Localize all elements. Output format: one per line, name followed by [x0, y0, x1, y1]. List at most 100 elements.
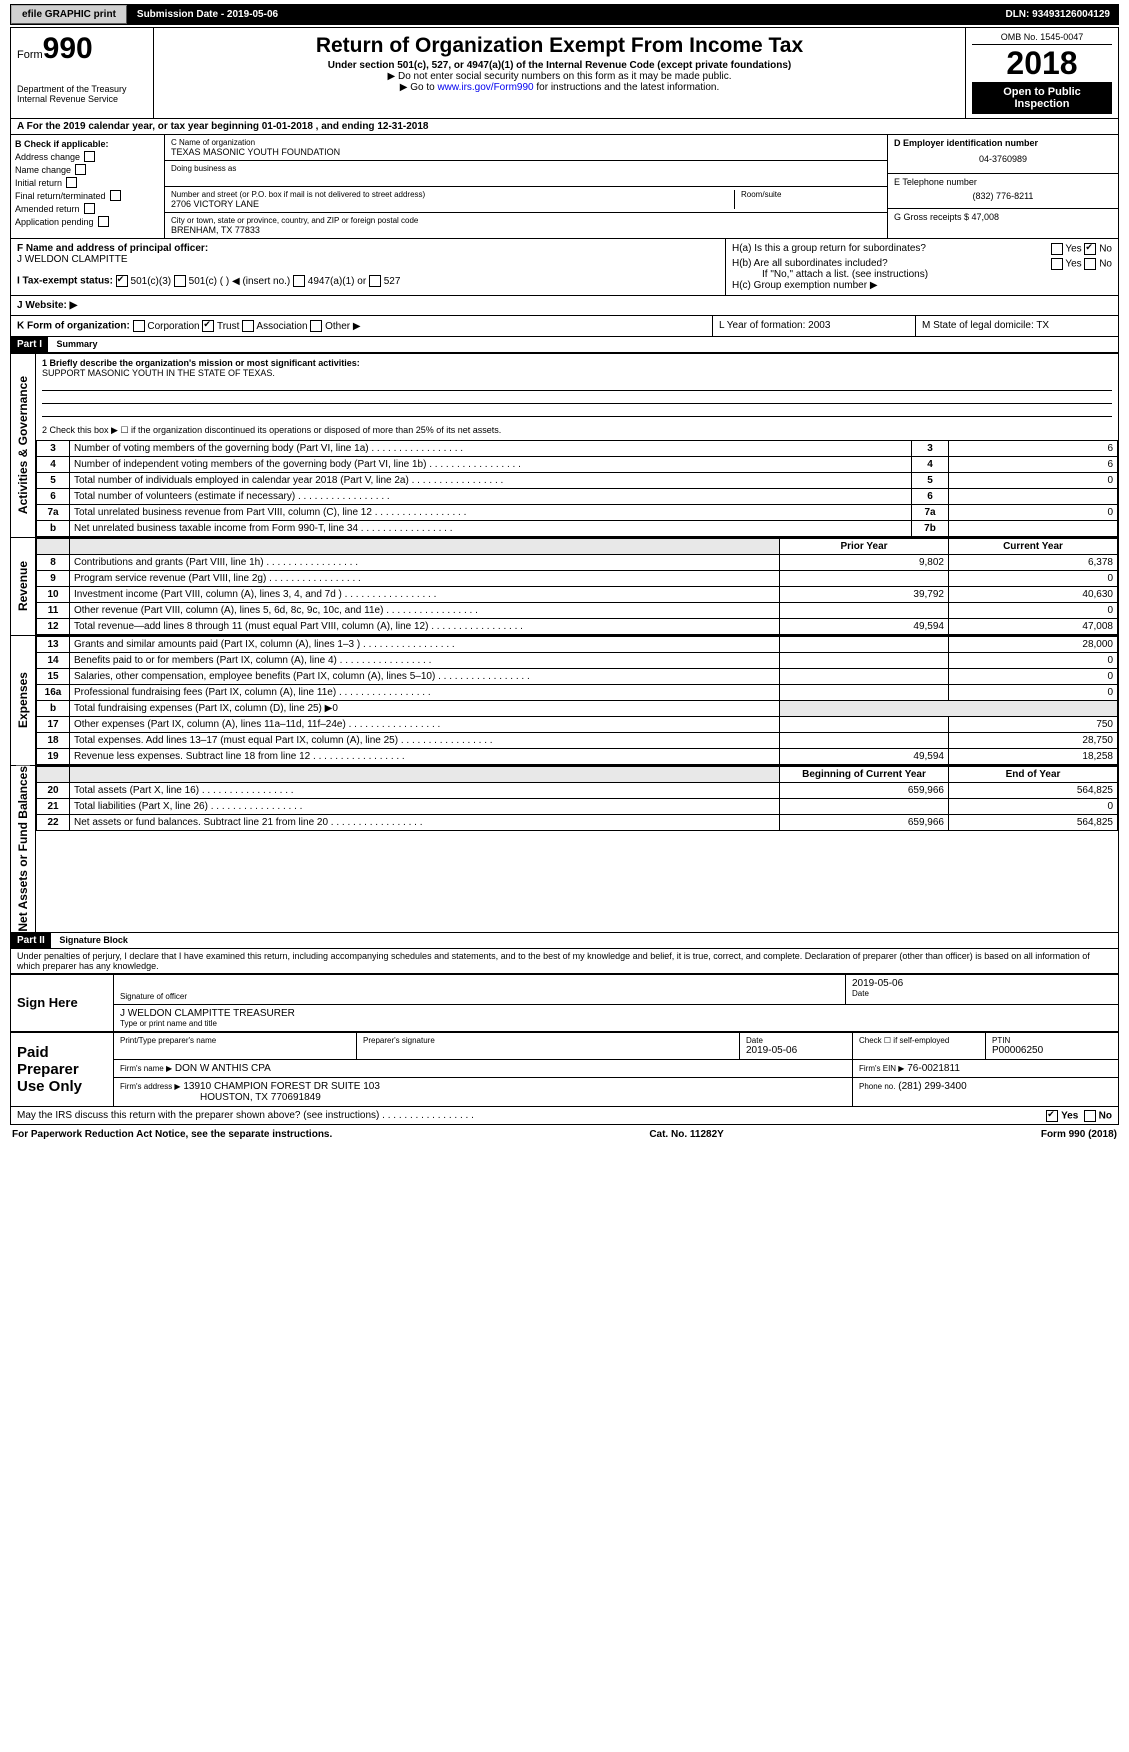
submission-date: Submission Date - 2019-05-06 [127, 5, 288, 24]
vlabel-governance: Activities & Governance [16, 376, 30, 514]
form-number: 990 [43, 32, 93, 65]
vlabel-expenses: Expenses [16, 672, 30, 728]
revenue-section: Revenue Prior YearCurrent Year8Contribut… [10, 538, 1119, 636]
ptin: P00006250 [992, 1045, 1112, 1056]
table-row: 9Program service revenue (Part VIII, lin… [37, 571, 1118, 587]
part1-title: Summary [51, 339, 98, 349]
firm-lbl: Firm's name ▶ [120, 1064, 172, 1073]
discuss-lbl: May the IRS discuss this return with the… [17, 1110, 474, 1121]
form-org-opt[interactable] [133, 320, 145, 332]
governance-table: 3 Number of voting members of the govern… [36, 440, 1118, 537]
discuss-row: May the IRS discuss this return with the… [10, 1107, 1119, 1125]
gov-row: 4 Number of independent voting members o… [37, 457, 1118, 473]
discuss-yes[interactable] [1046, 1110, 1058, 1122]
table-row: 17Other expenses (Part IX, column (A), l… [37, 717, 1118, 733]
pp-date-lbl: Date [746, 1036, 846, 1045]
firm-name: DON W ANTHIS CPA [175, 1063, 271, 1074]
principal-name: J WELDON CLAMPITTE [17, 254, 719, 265]
vlabel-revenue: Revenue [16, 561, 30, 611]
city-lbl: City or town, state or province, country… [171, 216, 881, 225]
form-label: Form [17, 49, 43, 61]
form-org-opt[interactable] [242, 320, 254, 332]
table-row: 21Total liabilities (Part X, line 26)0 [37, 799, 1118, 815]
subtitle-3: ▶ Go to www.irs.gov/Form990 for instruct… [160, 82, 959, 93]
firm-ein-lbl: Firm's EIN ▶ [859, 1064, 904, 1073]
table-row: 16aProfessional fundraising fees (Part I… [37, 685, 1118, 701]
gov-row: b Net unrelated business taxable income … [37, 521, 1118, 537]
pp-name-lbl: Print/Type preparer's name [120, 1036, 350, 1045]
table-row: 12Total revenue—add lines 8 through 11 (… [37, 619, 1118, 635]
hb-no[interactable] [1084, 258, 1096, 270]
hb-note: If "No," attach a list. (see instruction… [732, 269, 1112, 280]
tax-status-opt[interactable] [293, 275, 305, 287]
line2: 2 Check this box ▶ ☐ if the organization… [36, 421, 1118, 440]
pp-sig-lbl: Preparer's signature [363, 1036, 733, 1045]
org-name-lbl: C Name of organization [171, 138, 881, 147]
col-d: D Employer identification number 04-3760… [887, 135, 1118, 238]
sign-here: Sign Here [11, 974, 114, 1031]
part2-title: Signature Block [53, 935, 128, 945]
table-row: 8Contributions and grants (Part VIII, li… [37, 555, 1118, 571]
pp-check: Check ☐ if self-employed [853, 1032, 986, 1059]
city: BRENHAM, TX 77833 [171, 225, 881, 235]
jurat: Under penalties of perjury, I declare th… [10, 949, 1119, 974]
addr: 2706 VICTORY LANE [171, 199, 734, 209]
checkbox-final-return-terminated[interactable]: Final return/terminated [15, 190, 160, 201]
form-id: Form990 Department of the Treasury Inter… [11, 28, 154, 118]
org-name: TEXAS MASONIC YOUTH FOUNDATION [171, 147, 881, 157]
table-row: 19Revenue less expenses. Subtract line 1… [37, 749, 1118, 765]
checkbox-name-change[interactable]: Name change [15, 164, 160, 175]
principal-lbl: F Name and address of principal officer: [17, 243, 719, 254]
ha-yes[interactable] [1051, 243, 1063, 255]
line1-val: SUPPORT MASONIC YOUTH IN THE STATE OF TE… [42, 368, 275, 378]
row-m: M State of legal domicile: TX [915, 316, 1118, 336]
checkbox-application-pending[interactable]: Application pending [15, 216, 160, 227]
tel-lbl: E Telephone number [894, 177, 1112, 187]
tax-status-opt[interactable] [116, 275, 128, 287]
table-row: 11Other revenue (Part VIII, column (A), … [37, 603, 1118, 619]
sig-officer-lbl: Signature of officer [120, 992, 839, 1001]
row-a: A For the 2019 calendar year, or tax yea… [10, 119, 1119, 135]
gov-row: 6 Total number of volunteers (estimate i… [37, 489, 1118, 505]
col-b-title: B Check if applicable: [15, 139, 160, 149]
gov-row: 3 Number of voting members of the govern… [37, 441, 1118, 457]
efile-btn[interactable]: efile GRAPHIC print [11, 5, 127, 24]
expenses-table: 13Grants and similar amounts paid (Part … [36, 636, 1118, 765]
checkbox-initial-return[interactable]: Initial return [15, 177, 160, 188]
dba-lbl: Doing business as [171, 164, 881, 173]
form-org-opt[interactable] [310, 320, 322, 332]
hb-yes[interactable] [1051, 258, 1063, 270]
row-k-lbl: K Form of organization: [17, 321, 130, 332]
ptin-lbl: PTIN [992, 1036, 1112, 1045]
vlabel-netassets: Net Assets or Fund Balances [16, 766, 30, 932]
foot-mid: Cat. No. 11282Y [649, 1129, 723, 1140]
officer-name-lbl: Type or print name and title [120, 1019, 1112, 1028]
foot-right: Form 990 (2018) [1041, 1129, 1117, 1140]
table-row: 15Salaries, other compensation, employee… [37, 669, 1118, 685]
firm-addr-lbl: Firm's address ▶ [120, 1082, 181, 1091]
gov-row: 7a Total unrelated business revenue from… [37, 505, 1118, 521]
discuss-no[interactable] [1084, 1110, 1096, 1122]
dln: DLN: 93493126004129 [997, 5, 1118, 24]
row-l: L Year of formation: 2003 [712, 316, 915, 336]
checkbox-address-change[interactable]: Address change [15, 151, 160, 162]
section-bcd: B Check if applicable: Address change Nam… [10, 135, 1119, 239]
form-title: Return of Organization Exempt From Incom… [160, 34, 959, 58]
form-org-opt[interactable] [202, 320, 214, 332]
irs-link[interactable]: www.irs.gov/Form990 [437, 82, 533, 93]
tax-year: 2018 [972, 45, 1112, 82]
hdr-row: Prior YearCurrent Year [37, 539, 1118, 555]
paid-preparer: Paid Preparer Use Only [11, 1032, 114, 1106]
table-row: 18Total expenses. Add lines 13–17 (must … [37, 733, 1118, 749]
officer-name: J WELDON CLAMPITTE TREASURER [120, 1008, 1112, 1019]
tax-status-opt[interactable] [174, 275, 186, 287]
table-row: 14Benefits paid to or for members (Part … [37, 653, 1118, 669]
row-i-lbl: I Tax-exempt status: [17, 276, 113, 287]
netassets-section: Net Assets or Fund Balances Beginning of… [10, 766, 1119, 933]
checkbox-amended-return[interactable]: Amended return [15, 203, 160, 214]
hdr-row: Beginning of Current YearEnd of Year [37, 767, 1118, 783]
ha-no[interactable] [1084, 243, 1096, 255]
tax-status-opt[interactable] [369, 275, 381, 287]
row-k: K Form of organization: Corporation Trus… [11, 316, 712, 336]
dept-treasury: Department of the Treasury Internal Reve… [17, 84, 147, 104]
